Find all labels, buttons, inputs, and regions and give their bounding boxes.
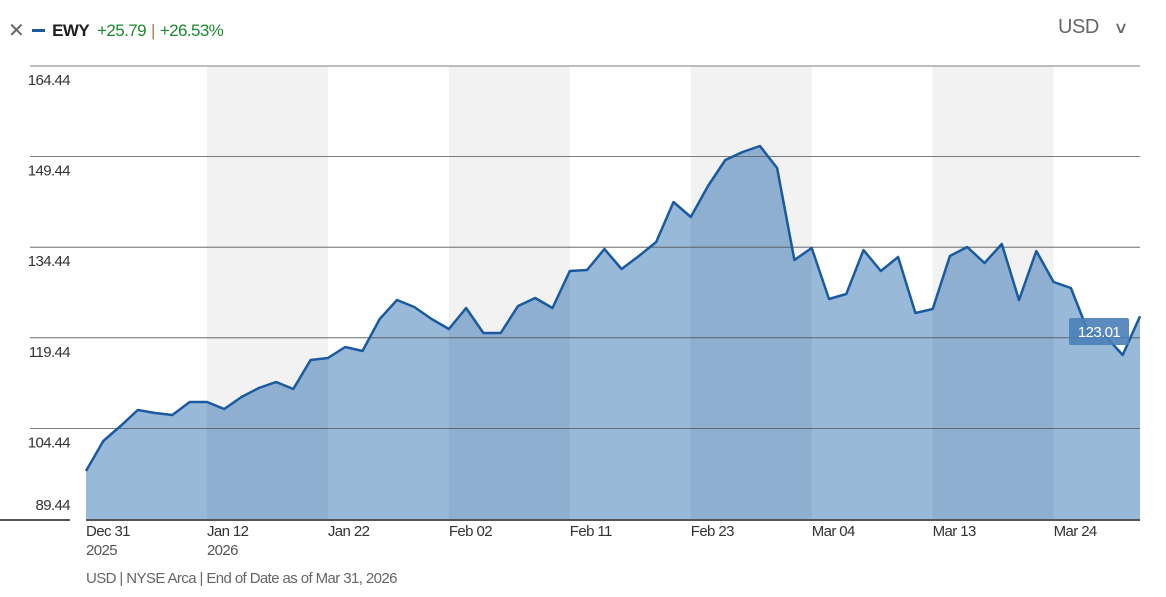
ticker-symbol: EWY [52,20,90,40]
x-tick-year: 2026 [207,542,238,559]
x-tick-label: Jan 12 [207,523,249,540]
y-tick-label: 164.44 [28,72,71,89]
x-tick-label: Mar 24 [1054,523,1097,540]
x-tick-label: Mar 13 [933,523,976,540]
x-tick-year: 2025 [86,542,117,559]
footer-note: USD | NYSE Arca | End of Date as of Mar … [86,570,397,587]
y-tick-label: 134.44 [28,253,71,270]
x-tick-label: Dec 31 [86,523,130,540]
area-fill [86,146,1140,519]
last-value-badge [1069,318,1129,345]
series-swatch [32,29,46,32]
percent-change: +26.53% [159,20,224,40]
close-icon[interactable]: ✕ [8,20,25,42]
last-value-label: 123.01 [1078,324,1121,341]
x-tick-label: Feb 23 [691,523,734,540]
y-tick-label: 119.44 [29,344,70,361]
chevron-down-icon: ∨ [1113,19,1128,37]
x-tick-label: Mar 04 [812,523,855,540]
price-line [84,144,1142,472]
currency-dropdown[interactable]: USD ∨ [1058,16,1128,39]
currency-label: USD [1058,16,1099,38]
price-change: +25.79 [97,20,146,40]
separator: | [150,20,155,40]
legend-header: ✕ EWY +25.79 | +26.53% [8,18,224,43]
y-tick-label: 89.44 [35,497,70,514]
x-tick-label: Jan 22 [328,523,370,540]
x-tick-label: Feb 11 [570,523,612,540]
x-tick-label: Feb 02 [449,523,492,540]
y-tick-label: 104.44 [28,434,71,451]
y-tick-label: 149.44 [28,163,71,180]
